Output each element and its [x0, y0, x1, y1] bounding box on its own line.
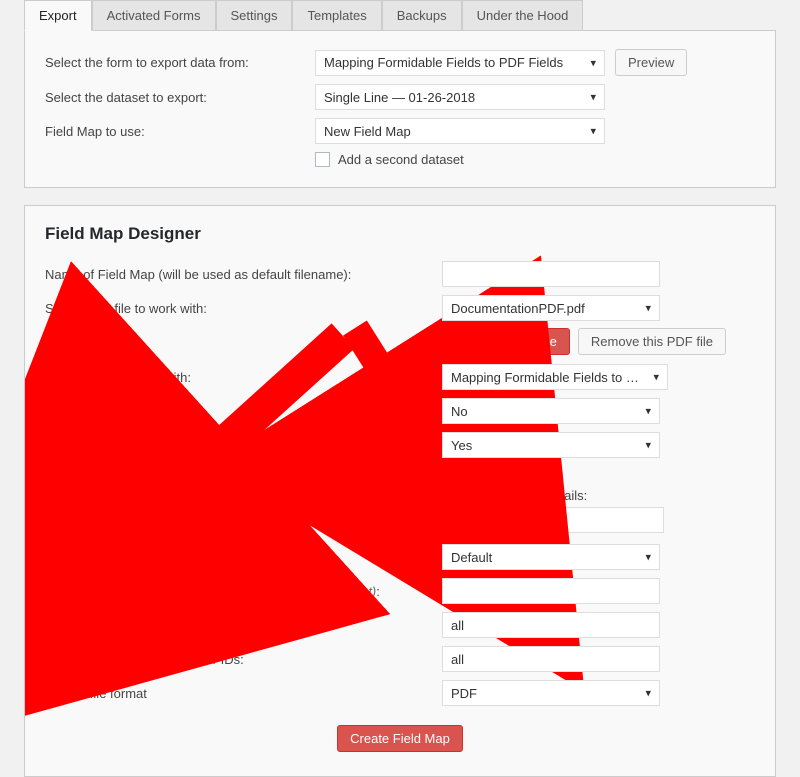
- language-support-value: Default: [451, 550, 492, 565]
- select-dataset-label: Select the dataset to export:: [45, 90, 315, 105]
- email-notification-label: Email Notification: [463, 465, 563, 480]
- select-form-work-label: Select Form to work with:: [45, 370, 442, 385]
- tab-export[interactable]: Export: [24, 0, 92, 31]
- preview-button[interactable]: Preview: [615, 49, 687, 76]
- attach-email-dropdown[interactable]: Yes: [442, 432, 660, 458]
- add-second-dataset-checkbox[interactable]: [315, 152, 330, 167]
- allow-userids-input[interactable]: all: [442, 646, 660, 672]
- select-form-label: Select the form to export data from:: [45, 55, 315, 70]
- export-panel: Select the form to export data from: Map…: [24, 30, 776, 188]
- allow-roles-label: Allow downloads only for roles:: [45, 618, 442, 633]
- tab-under-the-hood[interactable]: Under the Hood: [462, 0, 584, 31]
- tab-bar: Export Activated Forms Settings Template…: [0, 0, 800, 31]
- create-field-map-button[interactable]: Create Field Map: [337, 725, 463, 752]
- default-format-value: PDF: [451, 686, 477, 701]
- pdf-password-hint: (leave empty if password shouldn't be se…: [134, 584, 376, 599]
- email-notification-checkbox[interactable]: ✓: [442, 465, 457, 480]
- pdf-filename-emails-label: PDF file name in e-mails:: [442, 488, 755, 503]
- select-pdf-file-dropdown[interactable]: DocumentationPDF.pdf: [442, 295, 660, 321]
- pdf-filename-emails-input[interactable]: [442, 507, 664, 533]
- attach-email-label: Attach file to Email notifications: [45, 438, 442, 453]
- allow-userids-label: Allow downloads only for user IDs:: [45, 652, 442, 667]
- upload-pdf-button[interactable]: Upload a PDF file: [442, 328, 570, 355]
- select-form-work-dropdown[interactable]: Mapping Formidable Fields to PDF Fields: [442, 364, 668, 390]
- flatten-dropdown[interactable]: No: [442, 398, 660, 424]
- default-format-label: Default file format: [45, 686, 442, 701]
- select-dataset-value: Single Line — 01-26-2018: [324, 90, 475, 105]
- language-support-dropdown[interactable]: Default: [442, 544, 660, 570]
- tab-templates[interactable]: Templates: [292, 0, 381, 31]
- select-pdf-file-value: DocumentationPDF.pdf: [451, 301, 585, 316]
- select-form-work-value: Mapping Formidable Fields to PDF Fields: [451, 370, 641, 385]
- pdf-password-label: PDF password (leave empty if password sh…: [45, 584, 442, 599]
- select-form-dropdown[interactable]: Mapping Formidable Fields to PDF Fields: [315, 50, 605, 76]
- select-pdf-file-label: Select PDF file to work with:: [45, 301, 442, 316]
- flatten-value: No: [451, 404, 468, 419]
- tab-backups[interactable]: Backups: [382, 0, 462, 31]
- field-map-use-dropdown[interactable]: New Field Map: [315, 118, 605, 144]
- tab-activated-forms[interactable]: Activated Forms: [92, 0, 216, 31]
- language-support-label: Language support:: [45, 550, 442, 565]
- field-map-designer-panel: Field Map Designer Name of Field Map (wi…: [24, 205, 776, 777]
- tab-settings[interactable]: Settings: [216, 0, 293, 31]
- field-map-use-value: New Field Map: [324, 124, 411, 139]
- add-second-dataset-label: Add a second dataset: [338, 152, 464, 167]
- flatten-label: Flatten PDF form: [45, 404, 442, 419]
- select-form-value: Mapping Formidable Fields to PDF Fields: [324, 55, 563, 70]
- allow-userids-value: all: [451, 652, 464, 667]
- allow-roles-value: all: [451, 618, 464, 633]
- default-format-dropdown[interactable]: PDF: [442, 680, 660, 706]
- remove-pdf-button[interactable]: Remove this PDF file: [578, 328, 726, 355]
- field-map-use-label: Field Map to use:: [45, 124, 315, 139]
- pdf-password-label-text: PDF password: [45, 584, 134, 599]
- name-of-field-map-input[interactable]: [442, 261, 660, 287]
- attach-email-value: Yes: [451, 438, 472, 453]
- name-of-field-map-label: Name of Field Map (will be used as defau…: [45, 267, 442, 282]
- allow-roles-input[interactable]: all: [442, 612, 660, 638]
- pdf-password-suffix: :: [376, 584, 380, 599]
- select-dataset-dropdown[interactable]: Single Line — 01-26-2018: [315, 84, 605, 110]
- pdf-password-input[interactable]: [442, 578, 660, 604]
- designer-heading: Field Map Designer: [45, 224, 755, 244]
